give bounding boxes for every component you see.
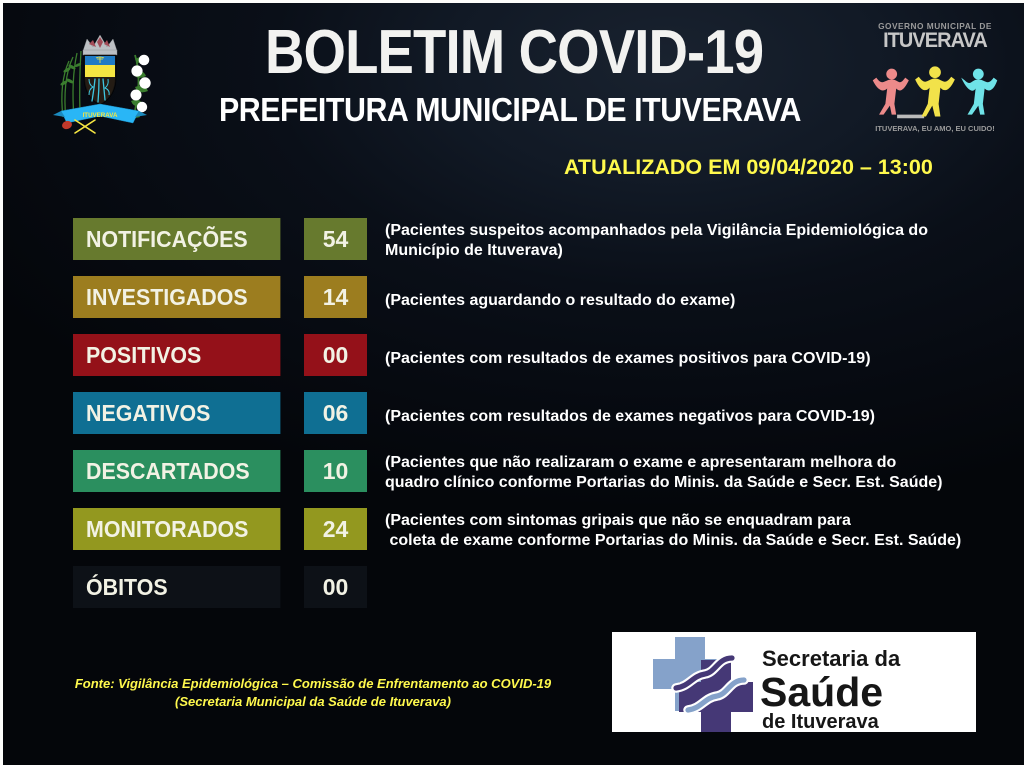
svg-text:Secretaria da: Secretaria da — [762, 646, 901, 671]
svg-text:de Ituverava: de Ituverava — [762, 711, 880, 732]
svg-text:ITUVERAVA: ITUVERAVA — [83, 112, 118, 119]
svg-text:Saúde: Saúde — [760, 669, 883, 715]
